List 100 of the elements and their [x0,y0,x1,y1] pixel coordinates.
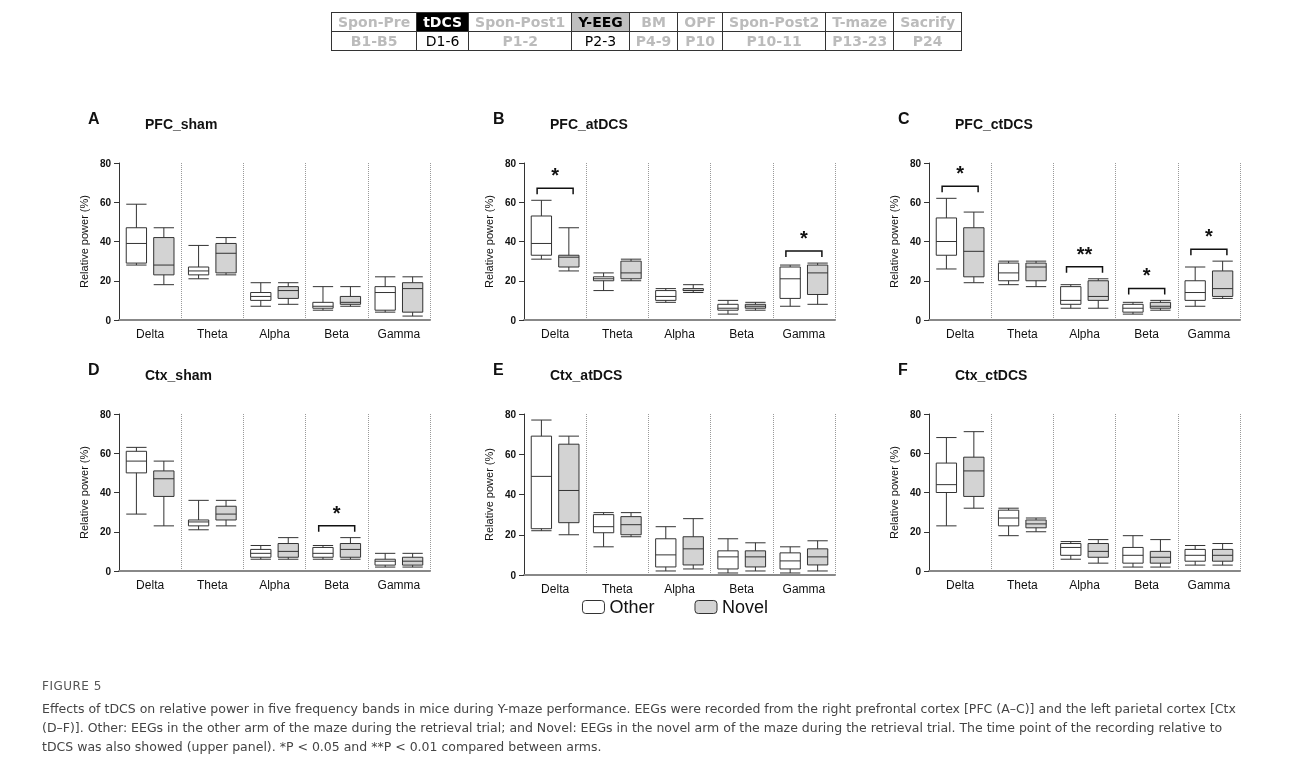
chart-title: Ctx_sham [145,367,212,383]
y-tick-label: 0 [105,314,112,326]
x-tick-label: Gamma [1187,578,1231,592]
x-tick-label: Beta [729,327,755,341]
y-tick-label: 0 [915,314,922,326]
text: P24 [912,33,943,49]
y-tick-label: 0 [105,565,112,577]
y-tick-label: 40 [909,487,922,498]
y-tick-label: 40 [909,236,922,247]
text: P2-3 [584,33,617,49]
x-tick-label: Delta [946,578,975,592]
y-tick-label: 60 [909,196,922,208]
category-label: OPF [677,12,723,32]
y-tick-label: 60 [504,448,517,460]
category-label: BM [629,12,678,32]
text: D1-6 [425,33,460,49]
y-axis-title: Relative power (%) [77,446,90,539]
y-tick-label: 0 [510,569,517,581]
text: P1-2 [502,33,538,49]
text: B [493,109,505,127]
annotation: * [1142,264,1151,287]
y-tick-label: 40 [504,489,517,500]
category-label: Y-EEG [571,12,630,32]
category-label: T-maze [825,12,894,32]
y-tick-label: 80 [504,408,517,420]
text: A [88,109,100,127]
x-tick-label: Gamma [377,578,421,592]
text: D [88,360,100,378]
x-tick-label: Delta [541,327,570,341]
y-tick-label: 40 [99,236,112,247]
text: Effects of tDCS on relative power in five frequency bands in mice during Y-maze performance. EEGs were recorded from the right prefrontal cortex [PFC (A–C)] and the left parietal cortex [Ctx (D–F)]. Other: EEGs in the other arm of the maze during the retrieval trial; and Novel: EEGs in the novel arm of the maze during the retrieval trial. The time point of the recording relative to tDCS was also showed (upper panel). *P < 0.05 and **P < 0.01 compared between arms. [42,700,1237,756]
x-tick-label: Alpha [664,582,696,596]
y-axis-title: Relative power (%) [887,446,900,539]
text: FIGURE 5 [42,679,103,693]
x-tick-label: Beta [324,327,350,341]
x-tick-label: Theta [601,582,633,596]
x-tick-label: Gamma [377,327,421,341]
y-tick-label: 40 [99,487,112,498]
x-tick-label: Beta [1134,327,1160,341]
x-tick-label: Gamma [782,327,826,341]
y-tick-label: 0 [915,565,922,577]
x-tick-label: Theta [1006,327,1038,341]
x-tick-label: Theta [601,327,633,341]
x-tick-label: Alpha [1069,327,1101,341]
y-tick-label: 80 [909,157,922,169]
y-tick-label: 60 [504,196,517,208]
text: P10 [685,33,716,49]
x-tick-label: Alpha [259,578,291,592]
annotation: * [956,162,965,185]
x-tick-label: Theta [196,578,228,592]
text: F [898,360,908,378]
category-label: Sacrify [893,12,962,32]
y-axis-title: Relative power (%) [482,448,495,541]
x-tick-label: Beta [1134,578,1160,592]
x-tick-label: Gamma [1187,327,1231,341]
y-tick-label: 60 [909,447,922,459]
y-tick-label: 20 [99,275,112,287]
x-tick-label: Beta [324,578,350,592]
text: P4-9 [635,33,672,49]
y-tick-label: 20 [909,275,922,287]
legend-label: Novel [722,597,769,617]
x-tick-label: Delta [136,327,165,341]
category-label: Spon-Pre [331,12,417,32]
y-tick-label: 20 [504,529,517,541]
y-axis-title: Relative power (%) [887,195,900,288]
x-tick-label: Alpha [259,327,291,341]
category-label: Spon-Post1 [468,12,572,32]
text: P13-23 [832,33,888,49]
annotation: * [551,164,560,187]
x-tick-label: Alpha [1069,578,1101,592]
x-tick-label: Gamma [782,582,826,596]
y-tick-label: 20 [504,275,517,287]
category-label: Spon-Post2 [722,12,826,32]
x-tick-label: Beta [729,582,755,596]
x-tick-label: Alpha [664,327,696,341]
x-tick-label: Theta [1006,578,1038,592]
chart-title: PFC_atDCS [550,116,628,132]
y-tick-label: 40 [504,236,517,247]
y-tick-label: 20 [99,526,112,538]
category-label: tDCS [416,12,469,32]
text: B1-B5 [350,33,398,49]
y-tick-label: 0 [510,314,517,326]
x-tick-label: Delta [541,582,570,596]
annotation: * [1205,225,1213,248]
chart-title: PFC_ctDCS [955,116,1033,132]
legend-label: Other [609,597,655,617]
y-tick-label: 80 [99,157,112,169]
x-tick-label: Delta [136,578,165,592]
annotation: ** [1076,242,1093,265]
annotation: * [800,227,808,250]
text: E [493,360,504,378]
y-tick-label: 80 [504,157,517,169]
y-tick-label: 80 [909,408,922,420]
y-tick-label: 60 [99,447,112,459]
y-tick-label: 60 [99,196,112,208]
chart-title: Ctx_atDCS [550,367,623,383]
y-axis-title: Relative power (%) [77,195,90,288]
y-axis-title: Relative power (%) [482,195,495,288]
annotation: * [332,501,341,524]
text: P10-11 [746,33,802,49]
